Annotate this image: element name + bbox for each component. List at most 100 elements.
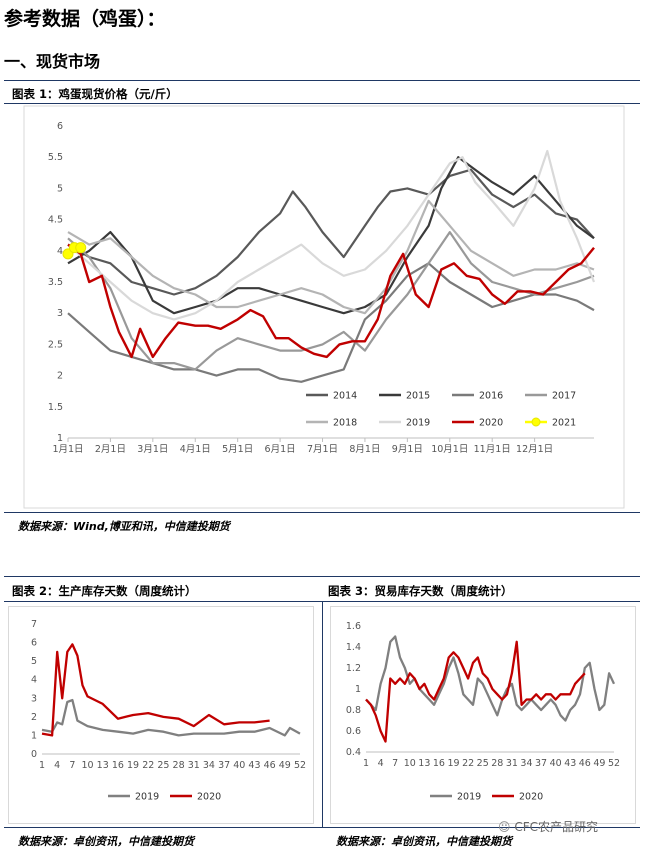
chart-2-frame: [8, 606, 314, 824]
x-tick-label: 10: [81, 760, 93, 771]
x-tick-label: 19: [127, 760, 139, 771]
series-line-2016: [67, 262, 595, 383]
x-tick-label: 13: [97, 760, 109, 771]
y-tick-label: 3: [57, 308, 63, 319]
x-tick-label: 40: [550, 758, 562, 769]
series-line-2017: [67, 231, 595, 371]
x-tick-label: 13: [418, 758, 430, 769]
x-tick-label: 28: [173, 760, 185, 771]
x-tick-label: 6月1日: [265, 444, 296, 455]
x-tick-label: 37: [218, 760, 230, 771]
x-tick-label: 19: [447, 758, 459, 769]
x-tick-label: 7月1日: [307, 444, 338, 455]
y-tick-label: 5: [31, 656, 37, 667]
legend-label-2020: 2020: [479, 418, 503, 429]
x-tick-label: 5月1日: [222, 444, 253, 455]
legend-label-2016: 2016: [479, 391, 503, 402]
y-tick-label: 1: [355, 684, 361, 695]
y-tick-label: 1: [57, 433, 63, 444]
x-tick-label: 34: [520, 758, 532, 769]
y-tick-label: 1: [31, 730, 37, 741]
series-line-2019: [67, 149, 596, 321]
x-tick-label: 11月1日: [474, 444, 511, 455]
trade-inventory-days-chart: 0.40.60.811.21.41.61 4 7 10 13 16 19 22 25 28 31 34…: [330, 606, 636, 824]
y-tick-label: 2: [31, 712, 37, 723]
legend-label-2020: 2020: [197, 792, 221, 803]
x-tick-label: 16: [433, 758, 445, 769]
figure-2-title: 图表 2：生产库存天数（周度统计）: [12, 584, 197, 598]
x-tick-label: 37: [535, 758, 547, 769]
y-tick-label: 5.5: [48, 152, 63, 163]
figures-2-3-bottom-rule: [4, 827, 640, 829]
x-tick-label: 28: [491, 758, 503, 769]
legend-label-2019: 2019: [135, 792, 159, 803]
series-line-2020: [41, 643, 270, 737]
y-tick-label: 4.5: [48, 215, 63, 226]
y-tick-label: 0: [31, 749, 37, 760]
x-tick-label: 43: [248, 760, 260, 771]
series-line-2020: [365, 640, 586, 743]
x-tick-label: 49: [279, 760, 291, 771]
y-tick-label: 6: [57, 121, 63, 132]
series-line-2015: [67, 156, 595, 315]
figure-1-top-rule: [4, 80, 640, 82]
x-tick-label: 22: [462, 758, 474, 769]
y-tick-label: 2: [57, 371, 63, 382]
x-tick-label: 43: [564, 758, 576, 769]
y-tick-label: 3: [31, 693, 37, 704]
figure-1-source: 数据来源：Wind,博亚和讯，中信建投期货: [18, 520, 230, 533]
x-tick-label: 1: [39, 760, 45, 771]
legend-label-2020: 2020: [519, 792, 543, 803]
x-tick-label: 10: [404, 758, 416, 769]
y-tick-label: 4: [31, 675, 37, 686]
y-tick-label: 0.4: [346, 747, 361, 758]
x-tick-label: 12月1日: [516, 444, 553, 455]
y-tick-label: 1.5: [48, 402, 63, 413]
series-line-2018: [67, 199, 595, 315]
y-tick-label: 5: [57, 183, 63, 194]
legend-marker-2021: [531, 417, 541, 427]
y-tick-label: 2.5: [48, 339, 63, 350]
x-tick-label: 2月1日: [95, 444, 126, 455]
y-tick-label: 3.5: [48, 277, 63, 288]
x-tick-label: 31: [188, 760, 200, 771]
x-tick-label: 1: [363, 758, 369, 769]
section-heading: 一、现货市场: [4, 52, 101, 71]
x-tick-label: 3月1日: [137, 444, 168, 455]
figure-1-title-rule: [4, 103, 640, 105]
legend-label-2014: 2014: [333, 391, 357, 402]
y-tick-label: 0.6: [346, 726, 361, 737]
y-tick-label: 1.2: [346, 663, 361, 674]
egg-spot-price-chart: 1 1.5 2 2.5 3 3.5 4 4.5 5 5.5 6 1月1日 2月1日 3月1日 4月1日 5月1…: [23, 105, 625, 509]
x-tick-label: 7: [69, 760, 75, 771]
x-tick-label: 16: [112, 760, 124, 771]
series-line-2014: [67, 168, 595, 296]
x-tick-label: 4月1日: [180, 444, 211, 455]
page-heading: 参考数据（鸡蛋）：: [4, 8, 166, 30]
y-tick-label: 1.4: [346, 642, 361, 653]
chart-1-frame: [23, 105, 625, 509]
x-tick-label: 31: [506, 758, 518, 769]
y-tick-label: 1.6: [346, 621, 361, 632]
figure-3-title: 图表 3：贸易库存天数（周度统计）: [328, 584, 513, 598]
legend-label-2018: 2018: [333, 418, 357, 429]
x-tick-label: 1月1日: [52, 444, 83, 455]
x-tick-label: 52: [608, 758, 620, 769]
y-tick-label: 7: [31, 619, 37, 630]
x-tick-label: 49: [593, 758, 605, 769]
x-tick-label: 25: [157, 760, 169, 771]
x-tick-label: 46: [579, 758, 591, 769]
figure-1-title: 图表 1：鸡蛋现货价格（元/斤）: [12, 87, 178, 101]
x-tick-label: 22: [142, 760, 154, 771]
x-tick-label: 4: [54, 760, 60, 771]
wechat-icon: ☺: [498, 820, 511, 834]
figure-divider: [322, 601, 324, 827]
chart-3-frame: [330, 606, 636, 824]
x-tick-label: 9月1日: [392, 444, 423, 455]
legend-label-2015: 2015: [406, 391, 430, 402]
x-tick-label: 8月1日: [349, 444, 380, 455]
legend-label-2019: 2019: [406, 418, 430, 429]
x-tick-label: 7: [392, 758, 398, 769]
figures-2-3-top-rule: [4, 576, 640, 578]
